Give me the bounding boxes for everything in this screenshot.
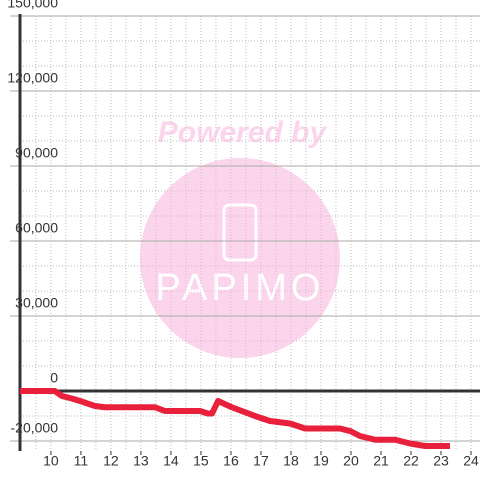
x-tick-label: 16 xyxy=(223,453,239,469)
x-tick-label: 17 xyxy=(253,453,269,469)
x-tick-label: 15 xyxy=(193,453,209,469)
watermark-icon xyxy=(222,203,258,262)
x-tick-label: 23 xyxy=(433,453,449,469)
x-tick-label: 24 xyxy=(463,453,479,469)
plot: -20,000 0 30,000 60,000 90,000 120,000 150,000… xyxy=(7,0,480,469)
y-tick-label: 120,000 xyxy=(7,70,58,86)
grid xyxy=(20,16,480,451)
x-tick-label: 21 xyxy=(373,453,389,469)
y-tick-label: 30,000 xyxy=(15,295,58,311)
watermark-text: Powered by xyxy=(158,116,328,149)
x-tick-label: 10 xyxy=(43,453,59,469)
x-tick-label: 22 xyxy=(403,453,419,469)
x-tick-label: 20 xyxy=(343,453,359,469)
watermark-circle xyxy=(140,158,340,358)
x-tick-label: 12 xyxy=(103,453,119,469)
x-tick-label: 11 xyxy=(74,453,89,469)
x-tick-label: 18 xyxy=(283,453,299,469)
watermark-logo: PAPIMO xyxy=(156,267,325,309)
y-tick-label: 90,000 xyxy=(15,145,58,161)
data-line xyxy=(20,388,450,449)
y-tick-label: 60,000 xyxy=(15,220,58,236)
y-tick-label: 150,000 xyxy=(7,0,58,11)
watermark: Powered by PAPIMO xyxy=(140,116,340,358)
x-tick-label: 19 xyxy=(313,453,329,469)
x-tick-label: 14 xyxy=(163,453,179,469)
y-tick-label: -20,000 xyxy=(11,420,59,436)
y-tick-label: 0 xyxy=(50,370,58,386)
x-tick-label: 13 xyxy=(133,453,149,469)
